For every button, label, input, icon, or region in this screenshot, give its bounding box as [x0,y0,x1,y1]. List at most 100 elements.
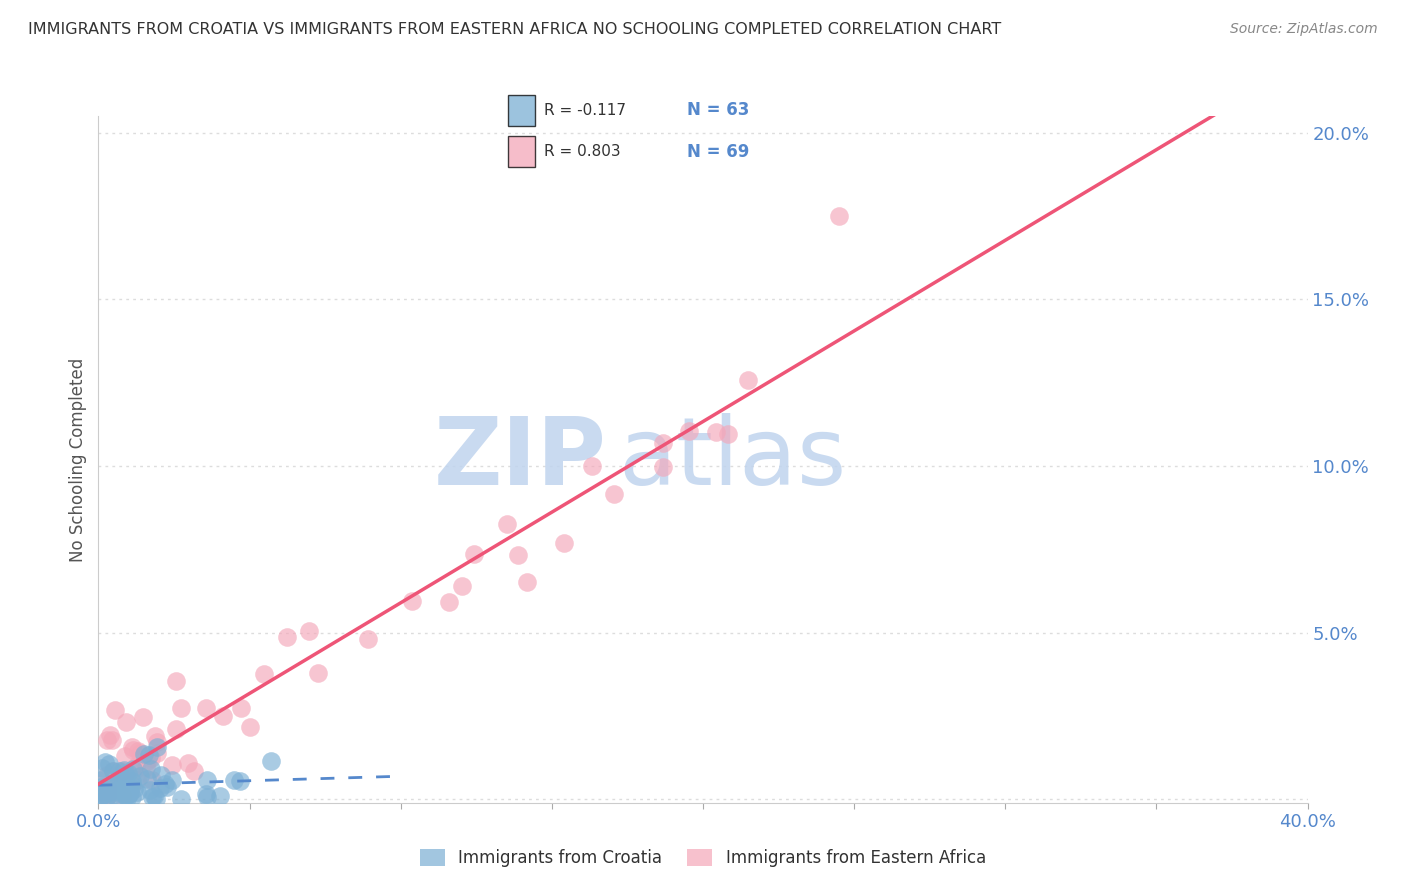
Point [208,789,231,803]
Point [104,789,127,804]
Point [121,789,143,804]
Point [603,486,626,500]
Point [652,460,675,475]
Point [96,789,118,804]
Point [704,425,727,439]
Point [357,632,380,647]
Point [135,754,157,768]
Point [96,733,118,747]
Point [506,548,529,562]
Point [170,701,193,715]
Point [129,768,152,782]
Point [260,755,283,769]
Point [516,575,538,590]
Point [121,743,143,757]
Point [128,746,150,760]
Point [98,728,121,742]
Point [165,673,187,688]
Point [145,739,167,754]
Point [111,787,134,801]
Point [132,710,155,724]
Text: Source: ZipAtlas.com: Source: ZipAtlas.com [1230,22,1378,37]
Point [115,769,138,783]
Point [224,772,246,787]
Point [138,748,160,763]
Point [115,791,138,805]
Point [298,624,321,639]
Text: ZIP: ZIP [433,413,606,506]
Point [101,733,124,747]
Point [253,667,276,681]
Point [153,777,176,791]
Point [195,700,218,714]
Point [111,789,134,804]
Point [98,777,121,791]
Point [108,780,131,795]
Point [111,782,134,797]
Point [127,772,149,787]
Point [717,427,740,442]
Point [96,788,118,802]
Point [146,746,169,760]
Point [96,789,118,804]
Point [90,789,112,804]
FancyBboxPatch shape [508,136,536,167]
Point [94,756,117,770]
Point [117,766,139,780]
Point [156,780,179,794]
Point [101,764,124,778]
Point [121,774,143,789]
Point [678,424,700,438]
Point [121,739,143,754]
Point [90,772,112,787]
Point [165,723,187,737]
Point [97,757,120,772]
Point [143,789,166,804]
Point [276,630,298,644]
Text: R = 0.803: R = 0.803 [544,145,621,159]
Point [228,774,250,789]
Point [125,785,148,799]
Point [162,772,184,787]
Point [139,750,162,764]
Point [127,744,149,758]
Text: IMMIGRANTS FROM CROATIA VS IMMIGRANTS FROM EASTERN AFRICA NO SCHOOLING COMPLETED: IMMIGRANTS FROM CROATIA VS IMMIGRANTS FR… [28,22,1001,37]
Point [450,579,472,593]
Point [124,782,146,797]
Point [96,768,118,782]
Point [150,768,173,782]
Point [122,764,145,778]
Point [121,778,143,792]
Point [108,766,131,780]
Point [96,780,118,795]
Point [581,458,603,473]
Point [118,781,141,796]
Point [122,762,145,776]
Point [108,780,131,795]
Point [98,779,121,793]
Point [170,792,193,806]
Point [107,776,129,790]
Point [141,790,163,805]
Point [160,757,183,772]
Point [90,760,112,774]
Point [197,790,219,805]
Point [145,792,167,806]
Point [307,666,329,681]
Text: N = 63: N = 63 [686,102,749,120]
Point [139,762,162,776]
Point [110,764,132,778]
Point [211,709,233,723]
Point [96,789,118,804]
Point [108,764,131,778]
Point [105,781,128,796]
Point [125,759,148,773]
Text: N = 69: N = 69 [686,143,749,161]
Point [90,788,112,802]
Point [114,787,136,801]
Point [177,756,200,770]
Point [553,536,575,550]
Point [495,517,517,532]
Point [828,209,851,223]
Point [139,783,162,797]
